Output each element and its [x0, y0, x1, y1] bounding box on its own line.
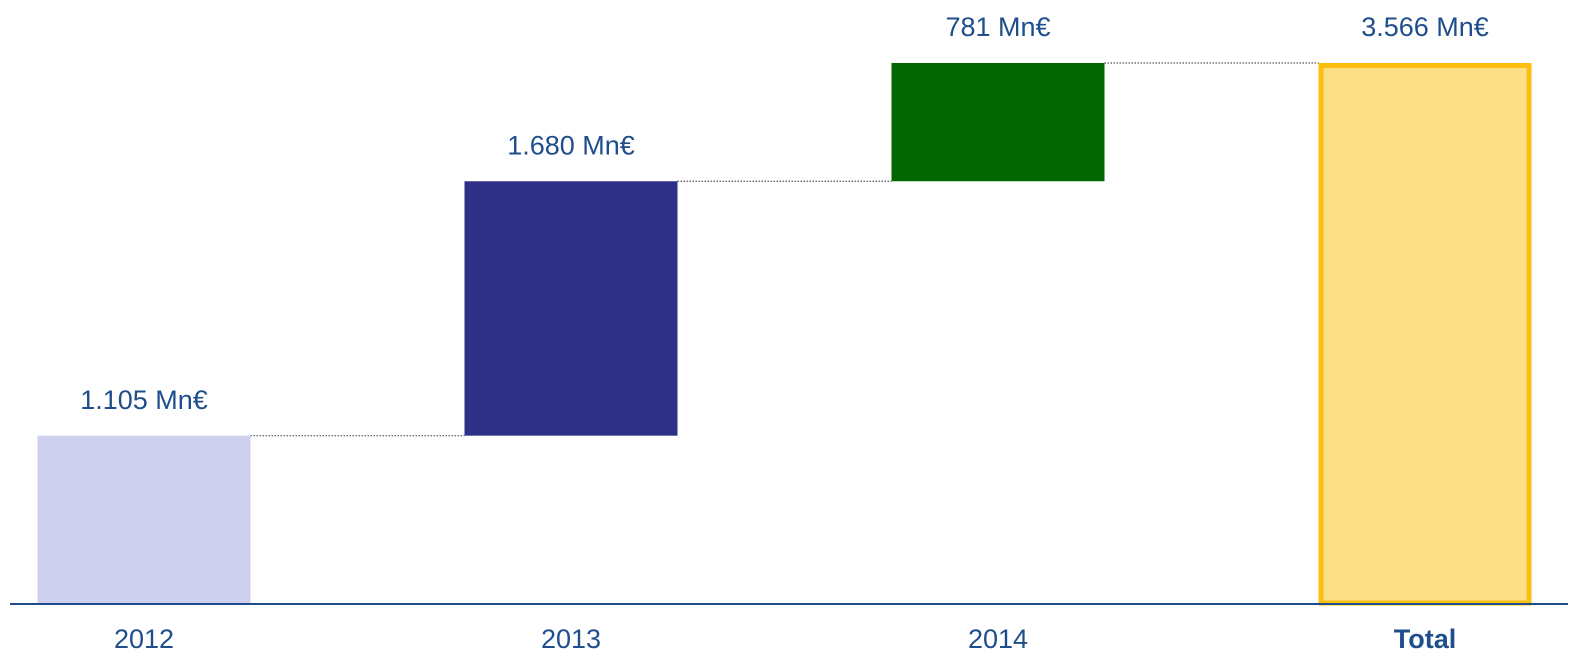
value-label: 781 Mn€: [945, 12, 1050, 42]
x-tick-label: 2014: [968, 624, 1028, 654]
total-bar: [1318, 63, 1532, 606]
bar: [37, 435, 251, 603]
x-tick-label: 2013: [541, 624, 601, 654]
bar: [891, 63, 1105, 182]
value-label: 3.566 Mn€: [1361, 12, 1489, 42]
x-tick-label: 2012: [114, 624, 174, 654]
value-label: 1.105 Mn€: [80, 385, 208, 415]
x-tick-label: Total: [1394, 624, 1457, 654]
value-label: 1.680 Mn€: [507, 130, 635, 160]
bar: [464, 181, 678, 436]
